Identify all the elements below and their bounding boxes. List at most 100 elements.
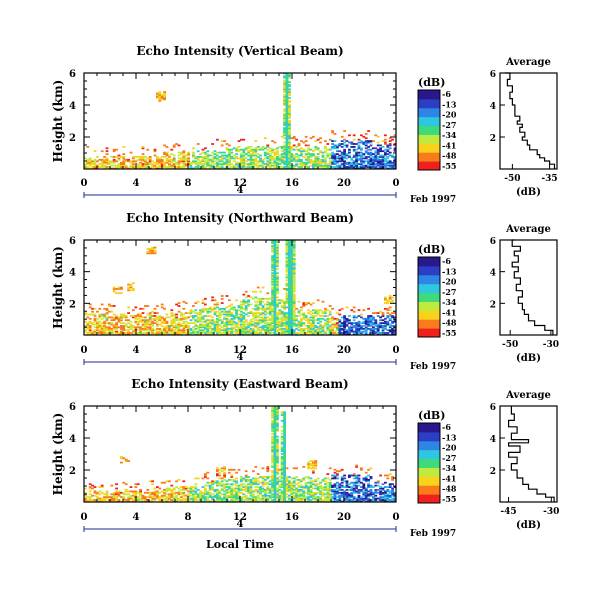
heatmap-cell xyxy=(381,150,385,153)
heatmap-cell xyxy=(312,460,315,462)
heatmap-cell xyxy=(357,315,361,317)
heatmap-cell xyxy=(182,497,186,500)
heatmap-cell xyxy=(151,315,154,317)
heatmap-cell xyxy=(192,315,195,317)
heatmap-cell xyxy=(199,319,202,322)
heatmap-cell xyxy=(273,273,277,276)
heatmap-cell xyxy=(105,332,109,334)
heatmap-cell xyxy=(280,135,284,138)
heatmap-cell xyxy=(206,326,210,329)
heatmap-cell xyxy=(278,299,282,302)
heatmap-cell xyxy=(292,285,296,287)
heatmap-cell xyxy=(376,164,380,167)
heatmap-cell xyxy=(232,493,236,496)
heatmap-cell xyxy=(206,150,210,153)
heatmap-cell xyxy=(237,305,241,307)
heatmap-cell xyxy=(285,319,289,322)
heatmap-cell xyxy=(201,164,205,167)
heatmap-cell xyxy=(139,326,142,329)
heatmap-cell xyxy=(201,323,205,326)
heatmap-cell xyxy=(93,163,97,165)
heatmap-cell xyxy=(144,491,147,494)
heatmap-cell xyxy=(201,160,205,163)
heatmap-cell xyxy=(235,312,238,314)
heatmap-cell xyxy=(283,131,286,134)
heatmap-cell xyxy=(268,309,272,312)
heatmap-cell xyxy=(309,491,313,494)
heatmap-cell xyxy=(201,496,205,498)
heatmap-cell xyxy=(367,323,370,326)
heatmap-cell xyxy=(194,309,198,312)
heatmap-cell xyxy=(148,160,152,163)
heatmap-cell xyxy=(240,310,243,313)
heatmap-cell xyxy=(153,246,157,249)
heatmap-cell xyxy=(223,487,226,490)
heatmap-cell xyxy=(288,97,291,99)
heatmap-cell xyxy=(283,88,286,91)
heatmap-cell xyxy=(276,246,279,249)
heatmap-cell xyxy=(331,330,334,333)
heatmap-cell xyxy=(276,455,279,458)
heatmap-cell xyxy=(199,497,202,500)
heatmap-cell xyxy=(228,157,231,160)
heatmap-cell xyxy=(220,319,224,322)
colorbar-frame xyxy=(417,89,441,171)
heatmap-cell xyxy=(187,330,190,333)
heatmap-cell xyxy=(285,332,289,334)
heatmap-cell xyxy=(108,161,111,164)
heatmap-cell xyxy=(285,489,289,491)
heatmap-cell xyxy=(98,330,102,333)
heatmap-cell xyxy=(276,250,279,253)
heatmap-cell xyxy=(132,497,135,500)
x-tick-label: 8 xyxy=(185,178,192,189)
heatmap-cell xyxy=(105,153,109,155)
heatmap-cell xyxy=(276,490,279,493)
heatmap-cell xyxy=(340,496,344,498)
heatmap-cell xyxy=(120,322,123,324)
heatmap-cell xyxy=(393,156,397,158)
heatmap-cell xyxy=(316,477,320,480)
heatmap-cell xyxy=(220,144,224,147)
heatmap-cell xyxy=(124,166,128,168)
heatmap-cell xyxy=(196,499,200,501)
heatmap-cell xyxy=(211,309,214,312)
heatmap-cell xyxy=(247,326,250,329)
heatmap-cell xyxy=(336,325,339,327)
heatmap-cell xyxy=(168,160,171,163)
heatmap-cell xyxy=(285,158,289,161)
heatmap-cell xyxy=(276,272,279,275)
heatmap-cell xyxy=(201,307,205,310)
heatmap-cell xyxy=(367,316,370,319)
heatmap-cell xyxy=(292,295,296,297)
heatmap-cell xyxy=(156,158,159,161)
heatmap-cell xyxy=(319,151,322,154)
heatmap-cell xyxy=(163,307,166,310)
heatmap-cell xyxy=(115,317,118,320)
x-tick-label: 4 xyxy=(133,345,140,356)
heatmap-cell xyxy=(381,330,385,333)
heatmap-cell xyxy=(218,496,222,498)
heatmap-cell xyxy=(280,499,284,501)
heatmap-cell xyxy=(264,317,267,320)
heatmap-cell xyxy=(244,480,248,483)
heatmap-cell xyxy=(88,496,92,498)
heatmap-cell xyxy=(264,303,267,306)
heatmap-cell xyxy=(115,316,118,319)
heatmap-cell xyxy=(273,163,277,165)
heatmap-cell xyxy=(235,323,238,326)
heatmap-cell xyxy=(326,315,330,317)
heatmap-cell xyxy=(314,147,318,150)
heatmap-cell xyxy=(117,288,121,290)
heatmap-cell xyxy=(182,486,186,488)
heatmap-cell xyxy=(204,473,207,475)
heatmap-cell xyxy=(273,329,277,332)
heatmap-cell xyxy=(312,483,315,486)
heatmap-cell xyxy=(225,497,229,500)
heatmap-cell xyxy=(96,323,99,326)
heatmap-cell xyxy=(369,323,373,326)
heatmap-cell xyxy=(163,317,166,320)
heatmap-cell xyxy=(316,309,320,312)
heatmap-cell xyxy=(242,164,246,167)
heatmap-cell xyxy=(273,493,277,496)
heatmap-cell xyxy=(112,494,116,497)
